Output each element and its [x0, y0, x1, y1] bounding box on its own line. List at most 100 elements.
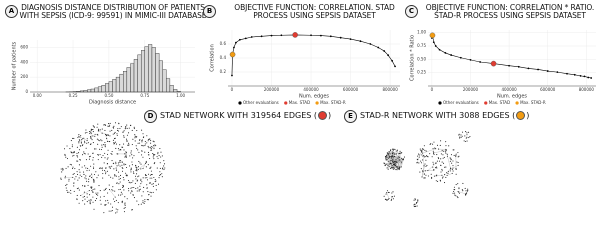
- network-node: [153, 163, 155, 165]
- network-node: [432, 163, 434, 165]
- legend-label: Max. STAD: [489, 100, 510, 105]
- network-node: [148, 193, 150, 196]
- network-node: [82, 185, 84, 187]
- network-node: [72, 155, 74, 157]
- network-node: [432, 148, 434, 150]
- network-node: [392, 191, 394, 193]
- network-node: [153, 176, 155, 179]
- network-node: [78, 164, 80, 166]
- network-node: [156, 156, 158, 158]
- network-node: [135, 145, 137, 147]
- network-node: [77, 187, 79, 189]
- network-node: [442, 176, 444, 178]
- y-tick-label: 0.4: [220, 55, 227, 60]
- network-node: [400, 158, 402, 160]
- network-node: [127, 179, 130, 182]
- network-node: [140, 183, 142, 185]
- network-node: [453, 189, 455, 191]
- network-node: [157, 151, 159, 153]
- network-node: [445, 166, 447, 168]
- network-node: [124, 156, 126, 158]
- network-node: [76, 146, 78, 148]
- network-node: [389, 151, 391, 153]
- network-node: [387, 157, 389, 159]
- network-node: [83, 137, 85, 139]
- network-node: [149, 177, 151, 179]
- network-node: [455, 168, 457, 170]
- network-node: [464, 193, 467, 195]
- network-node: [117, 209, 119, 211]
- network-node: [158, 177, 160, 179]
- x-tick-label: 600000: [540, 87, 556, 92]
- network-node: [445, 145, 447, 147]
- network-node: [84, 165, 86, 167]
- network-node: [383, 162, 385, 164]
- data-point: [432, 41, 435, 44]
- network-node: [90, 199, 92, 201]
- network-node: [429, 153, 431, 155]
- network-node: [78, 139, 80, 141]
- histogram-bar: [137, 54, 142, 93]
- network-node: [72, 166, 74, 168]
- network-node: [87, 142, 89, 144]
- network-node: [161, 173, 163, 175]
- network-node: [90, 137, 92, 139]
- histogram-bar: [94, 87, 99, 93]
- network-node: [76, 199, 78, 201]
- network-node: [101, 146, 103, 148]
- network-node: [140, 203, 142, 205]
- network-node: [62, 168, 64, 170]
- network-node: [84, 177, 86, 179]
- network-node: [131, 129, 133, 131]
- network-node: [134, 182, 136, 184]
- network-node: [116, 165, 118, 167]
- network-edge: [422, 148, 436, 154]
- network-node: [120, 194, 122, 196]
- data-point: [329, 35, 332, 38]
- network-node: [147, 191, 149, 193]
- network-node: [120, 126, 122, 128]
- data-point: [377, 46, 380, 49]
- network-edge: [397, 158, 402, 168]
- network-node: [146, 135, 148, 137]
- network-title-end: ): [526, 111, 530, 120]
- network-node: [149, 147, 151, 149]
- network-node: [130, 171, 132, 173]
- network-node: [113, 125, 115, 127]
- network-node: [91, 187, 93, 189]
- network-node: [425, 150, 427, 152]
- network-node: [104, 143, 106, 146]
- data-point: [556, 71, 559, 74]
- network-node: [102, 177, 104, 179]
- network-node: [432, 150, 434, 152]
- network-node: [70, 192, 72, 194]
- network-node: [425, 174, 427, 176]
- x-tick-label: 200000: [463, 87, 479, 92]
- histogram-bar: [155, 53, 160, 93]
- network-node: [386, 190, 389, 192]
- network-node: [93, 126, 95, 128]
- network-node: [389, 149, 392, 151]
- network-node: [391, 167, 394, 169]
- network-node: [104, 141, 106, 144]
- network-node: [396, 162, 398, 164]
- network-node: [426, 164, 428, 167]
- network-node: [151, 173, 153, 176]
- network-node: [78, 177, 80, 179]
- y-tick-label: 0.6: [220, 41, 227, 46]
- histogram-bar: [101, 85, 106, 93]
- network-node: [389, 162, 391, 164]
- data-point: [235, 41, 237, 44]
- histogram-bar: [112, 79, 117, 93]
- network-node: [78, 142, 80, 144]
- x-axis-title: Diagnosis distance: [89, 100, 136, 106]
- legend-swatch: [438, 101, 442, 105]
- network-node: [128, 187, 130, 190]
- network-node: [124, 153, 126, 155]
- network-node: [421, 148, 424, 150]
- network-node: [387, 198, 389, 201]
- network-node: [390, 198, 393, 200]
- network-node: [423, 154, 425, 157]
- network-node: [461, 189, 463, 191]
- network-node: [150, 146, 152, 148]
